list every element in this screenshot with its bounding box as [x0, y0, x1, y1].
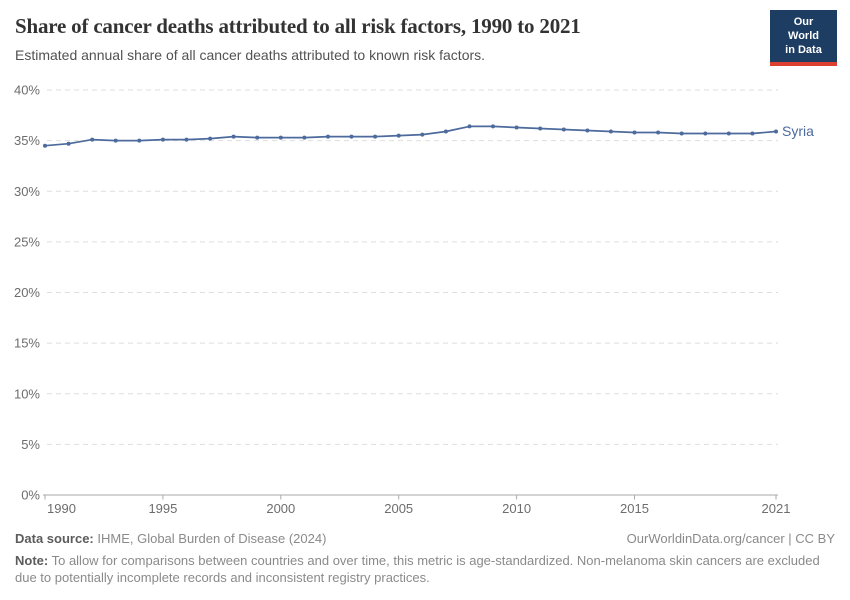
owid-logo-line1: Our World: [788, 16, 819, 42]
y-axis-tick-label: 10%: [14, 386, 40, 401]
x-axis-tick-label: 2021: [762, 501, 791, 516]
y-axis-tick-label: 25%: [14, 234, 40, 249]
x-axis-tick-label: 1995: [148, 501, 177, 516]
y-axis-tick-label: 30%: [14, 184, 40, 199]
data-point: [632, 130, 637, 135]
chart-footer: Data source: IHME, Global Burden of Dise…: [15, 531, 835, 587]
data-point: [184, 137, 189, 142]
chart-note: Note: To allow for comparisons between c…: [15, 553, 835, 587]
note-value: To allow for comparisons between countri…: [15, 553, 820, 585]
data-point: [514, 125, 519, 130]
note-label: Note:: [15, 553, 49, 568]
y-axis-tick-label: 5%: [21, 437, 40, 452]
data-point: [561, 127, 566, 132]
data-point: [608, 129, 613, 134]
license-link[interactable]: OurWorldinData.org/cancer | CC BY: [626, 531, 835, 546]
data-point: [656, 130, 661, 135]
y-axis-tick-label: 0%: [21, 488, 40, 503]
x-axis-tick-label: 2010: [502, 501, 531, 516]
data-point: [326, 134, 330, 139]
owid-logo[interactable]: Our World in Data: [770, 10, 837, 67]
y-axis-tick-label: 35%: [14, 133, 40, 148]
series-end-label: Syria: [782, 123, 814, 139]
y-axis-tick-label: 15%: [14, 336, 40, 351]
x-axis-tick-label: 2000: [266, 501, 295, 516]
data-point: [679, 131, 684, 136]
data-point: [585, 128, 590, 133]
x-axis-tick-label: 2015: [620, 501, 649, 516]
data-point: [491, 124, 495, 129]
line-chart-canvas: 0% 5% 10% 15% 20% 25% 30% 35% 40% 1990 1995 2000 200…: [14, 83, 814, 517]
chart-title: Share of cancer deaths attributed to all…: [15, 14, 581, 38]
data-point: [373, 134, 378, 139]
data-point: [726, 131, 731, 136]
data-point: [90, 137, 95, 142]
data-point: [302, 135, 307, 140]
data-point: [66, 141, 71, 146]
x-axis-tick-label: 1990: [47, 501, 76, 516]
data-source: Data source: IHME, Global Burden of Dise…: [15, 531, 326, 546]
data-point: [255, 135, 260, 140]
data-point: [443, 129, 448, 134]
data-source-label: Data source:: [15, 531, 94, 546]
data-point: [396, 133, 401, 138]
data-point: [467, 124, 472, 129]
series-line-syria: [44, 125, 777, 147]
x-axis-tick-label: 2005: [384, 501, 413, 516]
y-axis-tick-label: 20%: [14, 285, 40, 300]
data-point: [208, 136, 213, 141]
data-point: [160, 137, 165, 142]
chart-subtitle: Estimated annual share of all cancer dea…: [15, 47, 486, 64]
data-point: [278, 135, 283, 140]
data-point: [538, 126, 543, 131]
data-point: [43, 143, 47, 148]
data-source-value: IHME, Global Burden of Disease (2024): [93, 531, 327, 546]
y-axis-tick-label: 40%: [14, 83, 40, 98]
chart-header: Share of cancer deaths attributed to all…: [15, 14, 750, 63]
data-point: [774, 129, 778, 134]
data-point: [420, 132, 425, 137]
data-point: [349, 134, 354, 139]
data-point: [750, 131, 755, 136]
data-point: [703, 131, 708, 136]
data-point: [113, 138, 118, 143]
data-point: [231, 134, 236, 139]
owid-logo-line2: in Data: [785, 43, 822, 56]
data-point: [137, 138, 142, 143]
